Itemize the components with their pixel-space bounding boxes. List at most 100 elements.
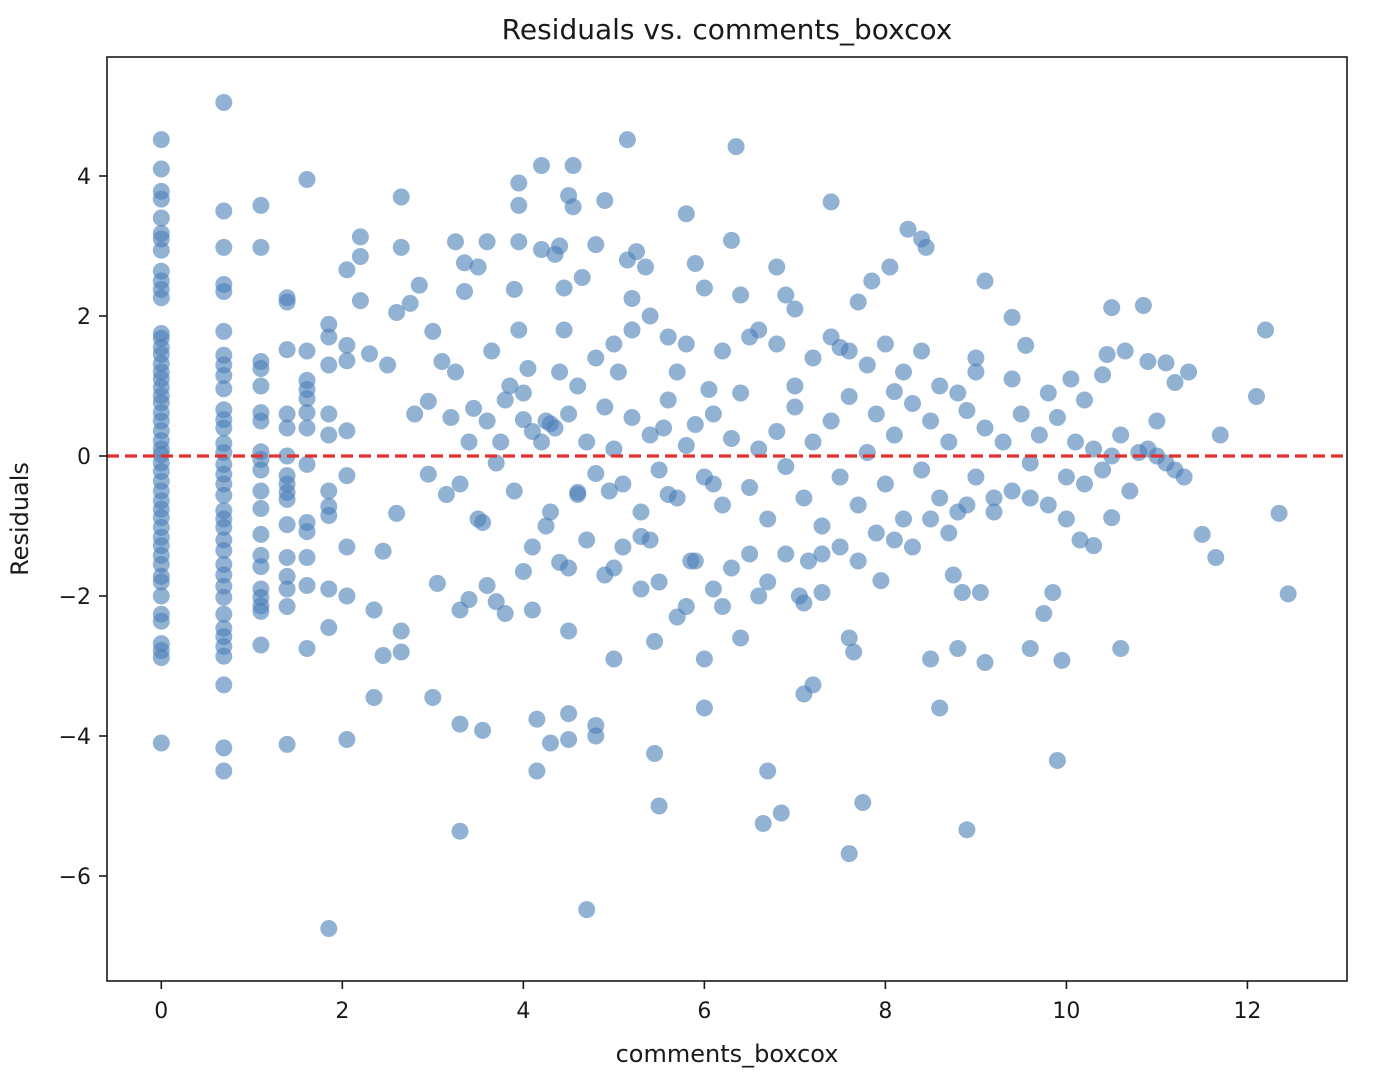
data-point [967, 363, 985, 381]
data-point [1157, 354, 1175, 372]
data-point [587, 727, 605, 745]
data-point [496, 605, 514, 622]
chart-title: Residuals vs. comments_boxcox [502, 13, 953, 46]
data-point [298, 171, 316, 188]
data-point [555, 321, 573, 339]
data-point [379, 356, 397, 374]
data-point [456, 283, 473, 300]
data-point [1062, 370, 1080, 388]
data-point [727, 138, 745, 156]
data-point [632, 580, 650, 598]
x-tick-label: 8 [878, 999, 892, 1024]
data-point [876, 475, 894, 493]
data-point [152, 587, 170, 605]
data-point [569, 483, 587, 501]
data-point [215, 762, 233, 780]
y-axis-ticks: −6 −4 −2 0 2 4 [59, 165, 107, 890]
data-point [1121, 482, 1139, 500]
data-point [483, 342, 501, 360]
data-point [858, 356, 876, 374]
data-point [976, 654, 994, 671]
data-point [700, 381, 718, 398]
data-point [442, 409, 460, 426]
data-point [958, 402, 976, 419]
data-point [533, 241, 550, 258]
data-point [215, 322, 233, 340]
data-point [800, 552, 817, 570]
data-point [215, 94, 233, 111]
data-point [949, 640, 967, 657]
data-point [813, 584, 831, 601]
data-point [564, 157, 582, 174]
data-point [976, 419, 994, 437]
data-point [940, 433, 958, 451]
data-point [564, 198, 582, 216]
data-point [885, 426, 903, 444]
data-point [447, 363, 464, 381]
data-point [1021, 489, 1039, 507]
data-point [967, 349, 985, 367]
data-point [528, 762, 546, 780]
data-point [655, 419, 673, 437]
data-point [215, 283, 233, 300]
data-point [704, 405, 722, 423]
data-point [587, 349, 605, 367]
data-point [215, 202, 233, 220]
data-point [1039, 496, 1057, 514]
data-point [492, 433, 510, 451]
data-point [813, 545, 831, 563]
data-point [1085, 440, 1103, 458]
data-point [278, 516, 296, 534]
data-point [152, 612, 170, 630]
data-point [1039, 384, 1057, 402]
data-point [320, 920, 338, 937]
data-point [686, 416, 704, 433]
data-point [695, 650, 713, 668]
data-point [1207, 549, 1225, 566]
data-point [777, 458, 795, 475]
data-point [152, 734, 170, 752]
data-point [650, 573, 668, 591]
data-point [876, 335, 894, 353]
data-point [1053, 651, 1071, 669]
data-point [252, 558, 270, 576]
data-point [298, 419, 316, 437]
data-point [320, 507, 338, 524]
data-point [392, 643, 410, 661]
data-point [1098, 346, 1116, 363]
data-point [278, 405, 296, 423]
data-point [569, 377, 587, 395]
y-tick-label: 2 [77, 305, 91, 330]
y-tick-label: −6 [59, 865, 91, 890]
data-point [252, 602, 270, 620]
data-point [278, 598, 296, 615]
data-point [278, 549, 296, 566]
data-point [460, 433, 478, 451]
data-point [456, 254, 473, 272]
data-point [215, 518, 233, 536]
data-point [215, 739, 233, 757]
data-point [551, 363, 569, 381]
data-point [451, 475, 469, 493]
data-point [1012, 405, 1030, 423]
data-point [278, 293, 296, 311]
data-point [840, 629, 858, 647]
data-point [723, 231, 740, 249]
data-point [487, 454, 505, 472]
data-point [786, 300, 804, 318]
y-tick-label: 4 [77, 165, 91, 190]
data-point [469, 510, 487, 528]
data-point [152, 209, 170, 227]
data-point [505, 280, 523, 298]
data-point [618, 131, 636, 149]
data-point [849, 293, 867, 311]
data-point [320, 619, 338, 636]
data-point [609, 363, 627, 381]
data-point [940, 524, 958, 542]
data-point [659, 328, 677, 346]
data-point [519, 360, 537, 377]
data-point [922, 510, 940, 528]
data-point [849, 552, 867, 570]
data-point [215, 367, 233, 384]
data-point [1166, 374, 1184, 391]
